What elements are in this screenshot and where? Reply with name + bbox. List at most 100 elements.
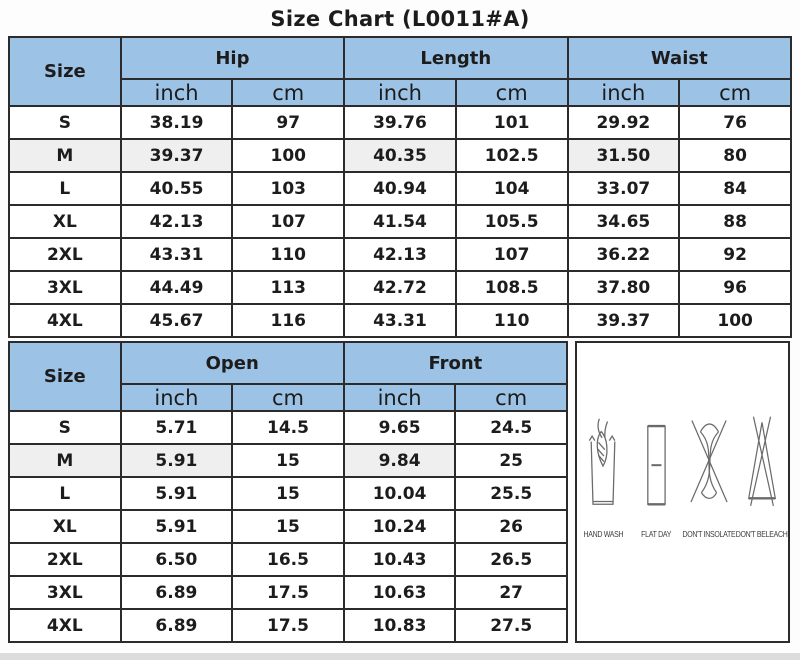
unit-header: inch <box>566 78 681 107</box>
size-cell: M <box>8 443 122 478</box>
dont-bleach-icon <box>747 416 776 507</box>
size-cell: XL <box>8 509 122 544</box>
table-row: XL 5.91 15 10.24 26 <box>8 509 568 544</box>
value-cell: 25.5 <box>454 476 568 511</box>
header-group-row: Size Open Front <box>8 341 569 412</box>
value-cell: 101 <box>454 105 569 140</box>
care-label: DON'T BELEACH <box>735 531 788 540</box>
value-cell: 10.63 <box>342 575 457 610</box>
size-cell: S <box>8 410 122 445</box>
care-label: DON'T INSOLATE <box>682 531 736 540</box>
value-cell: 9.65 <box>342 410 457 445</box>
value-cell: 34.65 <box>566 204 681 239</box>
unit-header: cm <box>454 78 569 107</box>
value-cell: 43.31 <box>119 237 234 272</box>
value-cell: 6.50 <box>119 542 234 577</box>
value-cell: 44.49 <box>119 270 234 305</box>
value-cell: 104 <box>454 171 569 206</box>
value-cell: 15 <box>231 476 345 511</box>
value-cell: 27.5 <box>454 608 568 643</box>
size-cell: 4XL <box>8 303 122 338</box>
unit-header: inch <box>119 78 234 107</box>
value-cell: 45.67 <box>119 303 234 338</box>
value-cell: 100 <box>678 303 792 338</box>
table-row: 3XL 6.89 17.5 10.63 27 <box>8 575 568 610</box>
value-cell: 39.37 <box>119 138 234 173</box>
unit-header: cm <box>231 78 346 107</box>
value-cell: 31.50 <box>566 138 681 173</box>
value-cell: 108.5 <box>454 270 569 305</box>
value-cell: 42.72 <box>343 270 457 305</box>
value-cell: 110 <box>231 237 346 272</box>
care-item-dont-bleach: DON'T BELEACH <box>735 411 788 540</box>
care-symbols-box: HAND WASH FLAT DAY <box>575 341 790 643</box>
column-group-length: Length <box>343 36 569 80</box>
hand-wash-icon <box>589 418 616 505</box>
tables-area: Size Hip Length Waist inch cm inch cm inch cm S 38.… <box>8 36 793 643</box>
value-cell: 113 <box>231 270 346 305</box>
value-cell: 38.19 <box>119 105 234 140</box>
value-cell: 116 <box>231 303 346 338</box>
column-group-open: Open <box>119 341 345 385</box>
value-cell: 96 <box>678 270 792 305</box>
size-cell: XL <box>8 204 122 239</box>
bottom-row: Size Open Front inch cm inch cm S 5.71 14.5 9.65 24… <box>8 341 792 643</box>
value-cell: 15 <box>231 443 345 478</box>
unit-header: cm <box>454 383 568 412</box>
value-cell: 80 <box>678 138 792 173</box>
value-cell: 84 <box>678 171 792 206</box>
care-item-dont-insolate: DON'T INSOLATE <box>682 411 736 540</box>
value-cell: 107 <box>454 237 569 272</box>
page-bottom-shadow <box>0 653 800 660</box>
size-cell: L <box>8 476 122 511</box>
value-cell: 10.04 <box>342 476 457 511</box>
value-cell: 10.43 <box>342 542 457 577</box>
value-cell: 26.5 <box>454 542 568 577</box>
table-row: 3XL 44.49 113 42.72 108.5 37.80 96 <box>8 270 792 305</box>
value-cell: 103 <box>231 171 346 206</box>
value-cell: 27 <box>454 575 568 610</box>
value-cell: 39.76 <box>343 105 457 140</box>
value-cell: 41.54 <box>343 204 457 239</box>
value-cell: 92 <box>678 237 792 272</box>
table-row: 4XL 6.89 17.5 10.83 27.5 <box>8 608 568 643</box>
column-group-size: Size <box>8 341 122 412</box>
table-row: S 38.19 97 39.76 101 29.92 76 <box>8 105 792 140</box>
table-row: XL 42.13 107 41.54 105.5 34.65 88 <box>8 204 792 239</box>
value-cell: 16.5 <box>231 542 345 577</box>
table-row: 2XL 43.31 110 42.13 107 36.22 92 <box>8 237 792 272</box>
care-item-hand-wash: HAND WASH <box>577 411 629 540</box>
value-cell: 15 <box>231 509 345 544</box>
page-title: Size Chart (L0011#A) <box>270 7 530 31</box>
header-group-row: Size Hip Length Waist <box>8 36 793 107</box>
value-cell: 5.71 <box>119 410 234 445</box>
unit-header: inch <box>342 383 457 412</box>
value-cell: 37.80 <box>566 270 681 305</box>
size-cell: 2XL <box>8 237 122 272</box>
value-cell: 9.84 <box>342 443 457 478</box>
size-table-body-measurements: Size Hip Length Waist inch cm inch cm inch cm S 38.… <box>8 36 793 338</box>
size-cell: M <box>8 138 122 173</box>
size-cell: L <box>8 171 122 206</box>
flat-dry-icon <box>647 424 666 506</box>
unit-header: inch <box>343 78 457 107</box>
value-cell: 110 <box>454 303 569 338</box>
value-cell: 88 <box>678 204 792 239</box>
value-cell: 40.55 <box>119 171 234 206</box>
value-cell: 102.5 <box>454 138 569 173</box>
column-group-waist: Waist <box>566 36 793 80</box>
value-cell: 24.5 <box>454 410 568 445</box>
value-cell: 76 <box>678 105 792 140</box>
value-cell: 107 <box>231 204 346 239</box>
value-cell: 10.83 <box>342 608 457 643</box>
table-row: 4XL 45.67 116 43.31 110 39.37 100 <box>8 303 792 338</box>
value-cell: 42.13 <box>119 204 234 239</box>
value-cell: 6.89 <box>119 608 234 643</box>
value-cell: 6.89 <box>119 575 234 610</box>
table-row: L 5.91 15 10.04 25.5 <box>8 476 568 511</box>
value-cell: 26 <box>454 509 568 544</box>
value-cell: 5.91 <box>119 443 234 478</box>
value-cell: 25 <box>454 443 568 478</box>
value-cell: 40.35 <box>343 138 457 173</box>
